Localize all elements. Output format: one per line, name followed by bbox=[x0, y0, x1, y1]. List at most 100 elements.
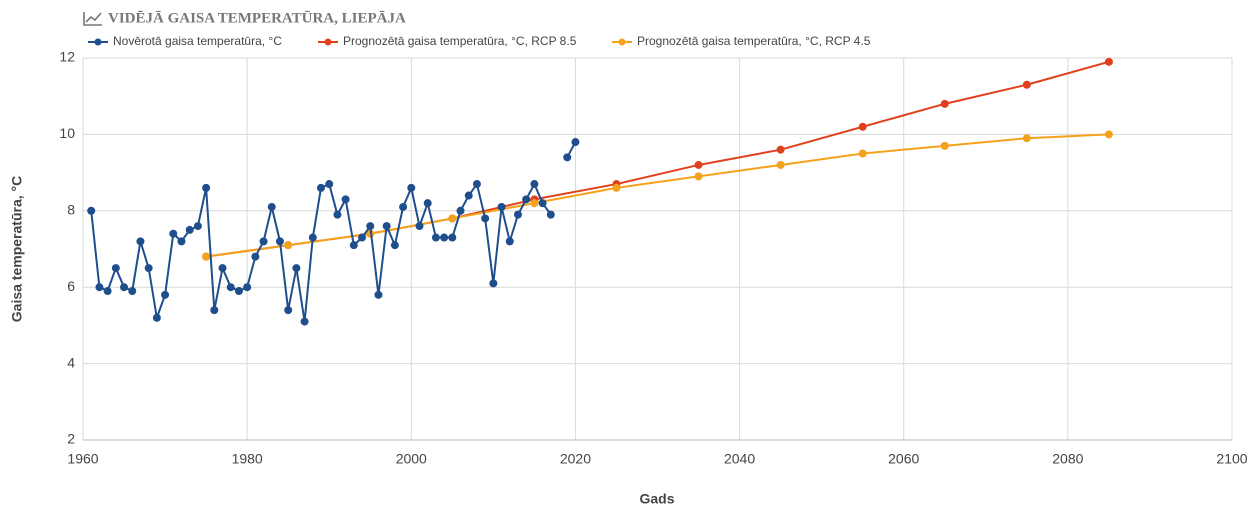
data-point bbox=[111, 264, 120, 273]
data-point bbox=[358, 233, 367, 242]
legend-marker bbox=[94, 38, 102, 46]
data-point bbox=[308, 233, 317, 242]
data-point bbox=[694, 172, 703, 181]
x-axis-title: Gads bbox=[639, 491, 674, 506]
data-point bbox=[505, 237, 514, 246]
x-tick-label: 1980 bbox=[232, 451, 263, 467]
data-point bbox=[300, 317, 309, 326]
data-point bbox=[243, 283, 252, 292]
data-point bbox=[218, 264, 227, 273]
series-line bbox=[90, 181, 552, 322]
data-point bbox=[448, 214, 457, 223]
data-point bbox=[1104, 57, 1113, 66]
data-point bbox=[341, 195, 350, 204]
y-tick-label: 10 bbox=[59, 125, 75, 141]
data-point bbox=[390, 241, 399, 250]
x-tick-label: 2060 bbox=[888, 451, 919, 467]
data-point bbox=[87, 206, 96, 215]
data-point bbox=[522, 195, 531, 204]
data-point bbox=[530, 180, 539, 189]
data-point bbox=[776, 160, 785, 169]
data-point bbox=[366, 222, 375, 231]
data-point bbox=[1104, 130, 1113, 139]
data-point bbox=[193, 222, 202, 231]
y-tick-label: 4 bbox=[67, 354, 75, 370]
data-point bbox=[481, 214, 490, 223]
data-point bbox=[399, 202, 408, 211]
data-point bbox=[1022, 80, 1031, 89]
data-point bbox=[202, 252, 211, 261]
data-point bbox=[374, 290, 383, 299]
data-point bbox=[284, 306, 293, 315]
data-point bbox=[431, 233, 440, 242]
data-point bbox=[456, 206, 465, 215]
data-point bbox=[415, 222, 424, 231]
data-point bbox=[448, 233, 457, 242]
data-point bbox=[259, 237, 268, 246]
x-tick-label: 2080 bbox=[1052, 451, 1083, 467]
data-point bbox=[144, 264, 153, 273]
data-point bbox=[95, 283, 104, 292]
data-point bbox=[858, 122, 867, 131]
chart-title: VIDĒJĀ GAISA TEMPERATŪRA, LIEPĀJA bbox=[108, 10, 406, 26]
x-tick-label: 2020 bbox=[560, 451, 591, 467]
title-icon bbox=[83, 12, 102, 26]
legend-label: Prognozētā gaisa temperatūra, °C, RCP 4.… bbox=[637, 34, 871, 48]
data-point bbox=[382, 222, 391, 231]
data-point bbox=[858, 149, 867, 158]
data-point bbox=[349, 241, 358, 250]
y-tick-label: 6 bbox=[67, 278, 75, 294]
data-point bbox=[571, 138, 580, 147]
data-point bbox=[538, 199, 547, 208]
data-point bbox=[234, 287, 243, 296]
data-point bbox=[940, 99, 949, 108]
data-point bbox=[612, 183, 621, 192]
x-tick-label: 2000 bbox=[396, 451, 427, 467]
series-line bbox=[205, 60, 1110, 258]
data-point bbox=[776, 145, 785, 154]
data-point bbox=[152, 313, 161, 322]
data-point bbox=[497, 202, 506, 211]
data-point bbox=[464, 191, 473, 200]
series-line bbox=[205, 133, 1109, 258]
data-point bbox=[407, 183, 416, 192]
data-point bbox=[177, 237, 186, 246]
data-point bbox=[185, 225, 194, 234]
data-point bbox=[210, 306, 219, 315]
data-point bbox=[292, 264, 301, 273]
data-point bbox=[120, 283, 129, 292]
y-tick-label: 12 bbox=[59, 49, 75, 65]
data-point bbox=[530, 199, 539, 208]
data-point bbox=[513, 210, 522, 219]
data-point bbox=[202, 183, 211, 192]
data-point bbox=[284, 241, 293, 250]
data-point bbox=[317, 183, 326, 192]
y-axis-title: Gaisa temperatūra, °C bbox=[9, 176, 25, 322]
legend-marker bbox=[324, 38, 332, 46]
legend-marker bbox=[618, 38, 626, 46]
data-point bbox=[275, 237, 284, 246]
data-point bbox=[440, 233, 449, 242]
legend-label: Novērotā gaisa temperatūra, °C bbox=[113, 34, 282, 48]
data-point bbox=[251, 252, 260, 261]
data-point bbox=[489, 279, 498, 288]
y-tick-label: 2 bbox=[67, 431, 75, 447]
data-point bbox=[325, 180, 334, 189]
data-point bbox=[1022, 134, 1031, 143]
data-point bbox=[267, 202, 276, 211]
x-tick-label: 2100 bbox=[1216, 451, 1247, 467]
data-point bbox=[333, 210, 342, 219]
y-tick-label: 8 bbox=[67, 202, 75, 218]
data-point bbox=[161, 290, 170, 299]
data-point bbox=[546, 210, 555, 219]
data-point bbox=[136, 237, 145, 246]
data-point bbox=[940, 141, 949, 150]
x-tick-label: 1960 bbox=[67, 451, 98, 467]
data-point bbox=[423, 199, 432, 208]
data-point bbox=[103, 287, 112, 296]
data-point bbox=[472, 180, 481, 189]
data-point bbox=[169, 229, 178, 238]
x-tick-label: 2040 bbox=[724, 451, 755, 467]
data-point bbox=[694, 160, 703, 169]
